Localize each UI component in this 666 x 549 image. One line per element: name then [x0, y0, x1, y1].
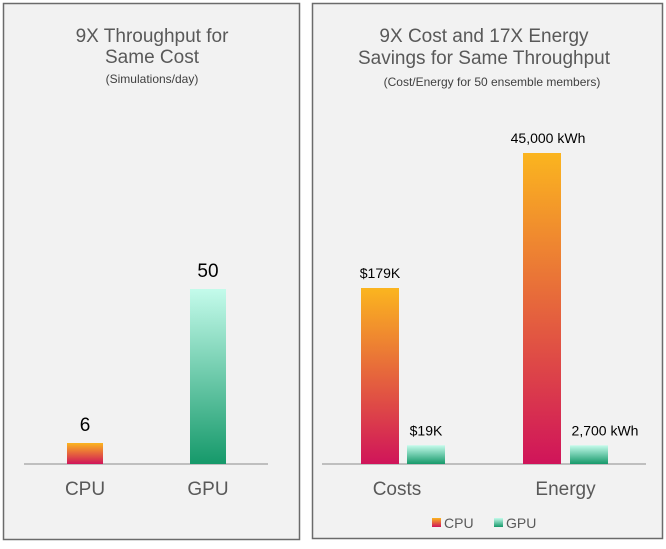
legend: CPU GPU: [432, 515, 536, 531]
right-title-line2: Savings for Same Throughput: [358, 48, 611, 69]
legend-cpu-swatch: [432, 518, 441, 527]
bar-energy-gpu: [570, 445, 608, 464]
bar-gpu: [190, 289, 226, 464]
data-label-energy-cpu: 45,000 kWh: [511, 130, 586, 146]
bar-cpu: [67, 443, 103, 464]
left-title-line2: Same Cost: [105, 47, 200, 68]
legend-cpu-label: CPU: [444, 515, 474, 531]
legend-gpu-swatch: [494, 518, 503, 527]
legend-gpu-label: GPU: [506, 515, 536, 531]
left-title-line1: 9X Throughput for: [76, 26, 229, 47]
left-panel: [2, 2, 301, 541]
data-label-energy-gpu: 2,700 kWh: [572, 422, 639, 438]
data-label-gpu: 50: [197, 261, 218, 282]
bar-costs-gpu: [407, 445, 445, 464]
data-label-cpu: 6: [80, 415, 91, 436]
bar-energy-cpu: [523, 153, 561, 464]
right-subtitle: (Cost/Energy for 50 ensemble members): [384, 75, 601, 89]
x-tick-energy: Energy: [535, 479, 596, 500]
x-tick-costs: Costs: [373, 479, 422, 500]
x-tick-gpu: GPU: [187, 479, 228, 500]
data-label-costs-gpu: $19K: [410, 422, 443, 438]
bar-costs-cpu: [361, 288, 399, 464]
left-subtitle: (Simulations/day): [106, 72, 199, 86]
data-label-costs-cpu: $179K: [360, 265, 401, 281]
x-tick-cpu: CPU: [65, 479, 105, 500]
right-title-line1: 9X Cost and 17X Energy: [379, 26, 589, 47]
